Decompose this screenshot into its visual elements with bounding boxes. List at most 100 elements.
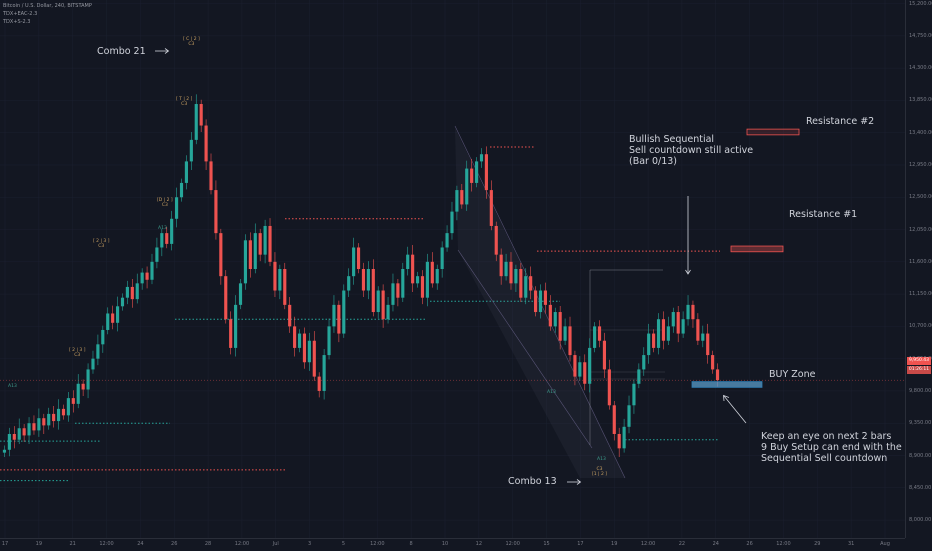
price-tick-label: 10,700.00 [909,323,932,330]
price-tick-label: 9,800.00 [909,387,932,394]
resistance-1-label: Resistance #1 [789,209,858,220]
zones [0,128,905,388]
candle-body [179,182,184,198]
candle-body [440,247,444,269]
bullish-sequential-note: Bullish Sequential Sell countdown still … [629,134,754,167]
time-tick-label: 26 [746,541,753,547]
candle-body [125,286,129,298]
candle-body [81,383,85,390]
time-tick-label: 12:00 [776,541,791,547]
buy-zone-label: BUY Zone [769,369,816,380]
indicator-legend-1[interactable]: TDX+EAC-2.3 [3,11,38,17]
candle-body [56,408,61,422]
time-tick-label: 12:00 [640,541,656,547]
candle-body [155,247,159,262]
candle-body [71,398,75,404]
candle-body [484,154,488,191]
candle-body [327,326,331,356]
time-tick-label: 10 [441,541,449,547]
td-count-label: C3 [1 | 2 ] [592,467,608,477]
symbol-legend[interactable]: Bitcoin / U.S. Dollar, 240, BITSTAMP [3,3,92,9]
candle-body [381,290,385,320]
candle-body [474,161,479,183]
time-tick-label: 12:00 [505,541,520,547]
sequential-arrow-head [685,269,691,275]
candle-body [42,418,46,426]
time-tick-label: 15 [543,541,550,547]
candle-body [7,433,11,450]
candle-body [140,272,144,284]
time-axis[interactable]: 17 19 21 12:00 24 26 28 12:00 Jul 3 5 12:00 8 10 12 12:… [0,538,905,551]
candle-body [32,423,36,431]
candle-body [656,319,661,348]
candle-body [170,218,174,244]
candle-body [622,426,626,449]
candle-body [111,313,115,323]
candle-body [396,283,400,298]
indicator-legend-2[interactable]: TDX+S-2.3 [3,19,31,25]
keep-eye-arrow-head [723,394,730,402]
candle-body [293,326,297,348]
time-tick-label: 24 [137,541,144,547]
candle-body [578,362,582,377]
candle-body [268,225,272,262]
candle-body [548,304,552,327]
candle-body [312,340,316,377]
candle-body [509,261,513,284]
candle-body [273,261,277,291]
candle-body [543,290,547,305]
candle-body [514,269,518,284]
candle-body [479,154,484,162]
current-price-box: 9,950.43 [907,357,931,365]
candle-body [529,276,533,291]
candle-body [632,383,636,406]
candle-body [435,269,439,284]
candle-body [445,233,449,248]
candle-body [27,423,31,436]
time-tick-label: 19 [35,541,43,547]
candle-body [696,319,700,341]
candle-body [135,283,139,300]
candle-body [366,269,370,291]
price-tick-label: 12,050.00 [909,226,932,233]
candle-body [258,233,262,255]
td-count-label: [ 2 | 3 ] C3 [93,239,110,249]
candle-body [534,290,538,313]
price-tick-label: 13,400.00 [909,129,932,136]
chart-canvas[interactable] [0,0,905,538]
candles [2,94,720,457]
price-tick-label: 14,300.00 [909,65,932,72]
candle-body [297,333,302,348]
candle-body [573,355,577,377]
candle-body [219,233,223,277]
price-chart[interactable]: Bitcoin / U.S. Dollar, 240, BITSTAMP TDX… [0,0,905,538]
candle-body [199,104,203,126]
time-tick-label: 24 [712,541,719,547]
candle-body [101,329,105,345]
candle-body [504,261,508,277]
candle-body [52,413,56,422]
countdown-box: 01:26:11 [907,366,931,374]
candle-body [455,190,459,212]
price-axis[interactable]: 15,200.00 14,750.00 14,300.00 13,850.00 13,4… [905,0,932,538]
candle-body [91,358,95,370]
annotation-arrows [155,48,747,485]
candle-body [588,347,592,384]
td-count-label: [D | 2 ] C3 [157,198,173,208]
candle-body [150,261,154,280]
candle-body [411,254,415,284]
candle-body [204,125,208,162]
candle-body [209,161,213,191]
td-marker: A13 [547,390,556,395]
candle-body [519,269,523,298]
candle-body [676,312,680,334]
time-tick-label: 12:00 [99,541,114,547]
keep-eye-note: Keep an eye on next 2 bars 9 Buy Setup c… [761,431,902,464]
price-tick-label: 11,150.00 [909,291,932,298]
td-count-label: [ 2 | 3 ] C3 [69,348,86,358]
candle-body [229,319,233,348]
td-count-label: [ T | 2 ] C3 [176,97,193,107]
candle-body [563,326,567,341]
candle-body [37,418,41,431]
candle-body [61,408,66,416]
